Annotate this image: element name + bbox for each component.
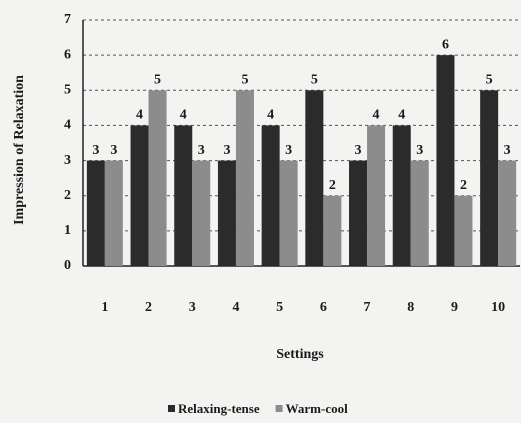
data-label: 5	[486, 73, 493, 88]
legend-label: Warm-cool	[286, 401, 348, 416]
bar	[480, 90, 499, 267]
y-tick-label: 1	[64, 223, 71, 238]
x-tick-label: 5	[276, 300, 283, 315]
data-label: 3	[285, 143, 292, 158]
bar	[392, 125, 411, 266]
bar	[279, 160, 298, 266]
data-label: 4	[373, 108, 380, 123]
bar	[367, 125, 386, 266]
data-label: 4	[180, 108, 187, 123]
legend-swatch	[275, 405, 283, 412]
legend-swatch	[168, 405, 175, 412]
y-tick-label: 0	[64, 258, 71, 273]
data-label: 3	[416, 143, 423, 158]
bar	[148, 90, 167, 267]
bar	[217, 160, 236, 266]
bar	[410, 160, 429, 266]
x-tick-label: 7	[364, 300, 371, 315]
data-label: 5	[241, 73, 248, 88]
bar	[323, 195, 342, 266]
data-label: 6	[442, 37, 449, 52]
y-tick-label: 3	[64, 153, 71, 168]
bar	[349, 160, 368, 266]
data-label: 4	[398, 108, 405, 123]
x-tick-label: 1	[101, 300, 108, 315]
bar	[104, 160, 123, 266]
y-tick-label: 4	[64, 118, 71, 133]
data-label: 4	[136, 108, 143, 123]
data-label: 3	[504, 143, 511, 158]
data-label: 3	[198, 143, 205, 158]
x-tick-label: 2	[145, 300, 152, 315]
data-label: 3	[110, 143, 117, 158]
bar	[498, 160, 517, 266]
bar	[235, 90, 254, 267]
x-axis-label: Settings	[276, 347, 324, 362]
data-label: 2	[329, 178, 336, 193]
x-tick-label: 6	[320, 300, 327, 315]
data-label: 3	[92, 143, 99, 158]
bar	[174, 125, 193, 266]
data-label: 4	[267, 108, 274, 123]
legend-label: Relaxing-tense	[178, 401, 260, 416]
data-label: 3	[223, 143, 230, 158]
y-tick-label: 7	[64, 12, 71, 27]
bar	[305, 90, 324, 267]
bar	[454, 195, 473, 266]
y-tick-label: 6	[64, 47, 71, 62]
x-tick-label: 3	[189, 300, 196, 315]
x-tick-label: 4	[232, 300, 239, 315]
bar	[261, 125, 280, 266]
x-tick-label: 10	[491, 300, 505, 315]
bar	[192, 160, 211, 266]
data-label: 2	[460, 178, 467, 193]
y-tick-label: 5	[64, 83, 71, 98]
bar	[130, 125, 149, 266]
data-label: 5	[154, 73, 161, 88]
bar	[86, 160, 105, 266]
y-tick-label: 2	[64, 188, 71, 203]
x-tick-label: 8	[407, 300, 414, 315]
bar	[436, 55, 455, 267]
data-label: 3	[355, 143, 362, 158]
data-label: 5	[311, 73, 318, 88]
x-tick-label: 9	[451, 300, 458, 315]
y-axis-label: Impression of Relaxation	[12, 75, 27, 225]
